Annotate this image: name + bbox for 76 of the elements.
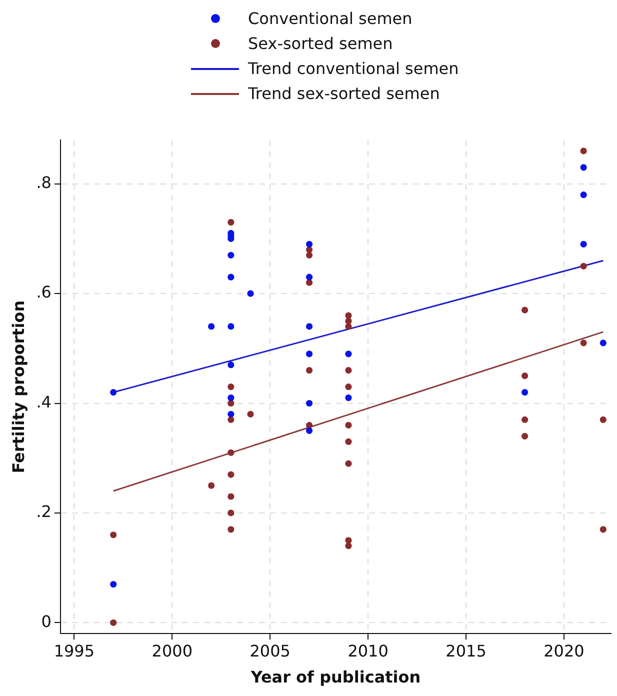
x-axis-title: Year of publication xyxy=(250,668,421,687)
point xyxy=(306,323,313,330)
point xyxy=(600,526,606,533)
point xyxy=(110,580,117,588)
point xyxy=(580,262,587,270)
point xyxy=(228,400,234,407)
point xyxy=(345,438,352,445)
y-tick-label: .6 xyxy=(36,282,52,302)
point xyxy=(521,372,528,380)
point xyxy=(345,422,352,428)
x-tick-label: 2020 xyxy=(544,641,584,660)
point xyxy=(580,148,587,154)
point xyxy=(110,532,117,538)
y-axis-title: Fertility proportion xyxy=(8,300,28,474)
point xyxy=(580,192,587,198)
legend-label: Trend conventional semen xyxy=(248,59,459,78)
point xyxy=(345,350,352,358)
point xyxy=(345,318,352,324)
point xyxy=(228,384,234,390)
point xyxy=(228,394,234,402)
point xyxy=(110,619,117,626)
y-tick-label: .8 xyxy=(36,173,52,192)
legend-label: Trend sex-sorted semen xyxy=(248,84,440,103)
point xyxy=(580,340,587,346)
x-tick-label: 1995 xyxy=(54,641,95,660)
point xyxy=(306,274,313,280)
point xyxy=(580,164,587,171)
x-tick-label: 2005 xyxy=(250,641,290,660)
point xyxy=(228,493,234,500)
point xyxy=(228,274,234,280)
point xyxy=(228,362,234,368)
point xyxy=(345,394,352,402)
point xyxy=(306,400,313,407)
point xyxy=(521,432,528,440)
point xyxy=(345,537,352,544)
point xyxy=(208,323,215,330)
point xyxy=(228,510,234,516)
point xyxy=(306,422,313,428)
point xyxy=(247,290,254,297)
legend-label: Conventional semen xyxy=(248,9,412,28)
legend-label: Sex-sorted semen xyxy=(248,34,393,53)
point xyxy=(580,240,587,248)
point xyxy=(306,279,313,286)
point xyxy=(345,367,352,374)
point xyxy=(208,482,215,489)
point xyxy=(228,410,234,418)
point xyxy=(306,367,313,374)
point xyxy=(306,240,313,248)
point xyxy=(306,252,313,258)
point xyxy=(306,427,313,434)
y-tick-label: 0 xyxy=(41,612,52,631)
point xyxy=(228,526,234,533)
point xyxy=(228,449,234,456)
y-tick-label: .2 xyxy=(36,502,52,522)
point xyxy=(345,460,352,467)
point xyxy=(345,542,352,550)
x-tick-label: 2010 xyxy=(348,641,388,660)
y-tick-label: .4 xyxy=(36,392,52,412)
point xyxy=(228,218,234,226)
point xyxy=(247,410,254,418)
point xyxy=(110,388,117,396)
point xyxy=(228,252,234,258)
point xyxy=(345,384,352,390)
point xyxy=(521,306,528,314)
point xyxy=(228,323,234,330)
point xyxy=(521,416,528,424)
x-tick-label: 2015 xyxy=(446,641,486,660)
point xyxy=(521,388,528,396)
point xyxy=(345,312,352,319)
point xyxy=(228,471,234,478)
point xyxy=(345,323,352,330)
point xyxy=(306,350,313,358)
point xyxy=(600,416,606,424)
point xyxy=(228,416,234,424)
point xyxy=(600,340,606,346)
x-tick-label: 2000 xyxy=(152,641,192,660)
